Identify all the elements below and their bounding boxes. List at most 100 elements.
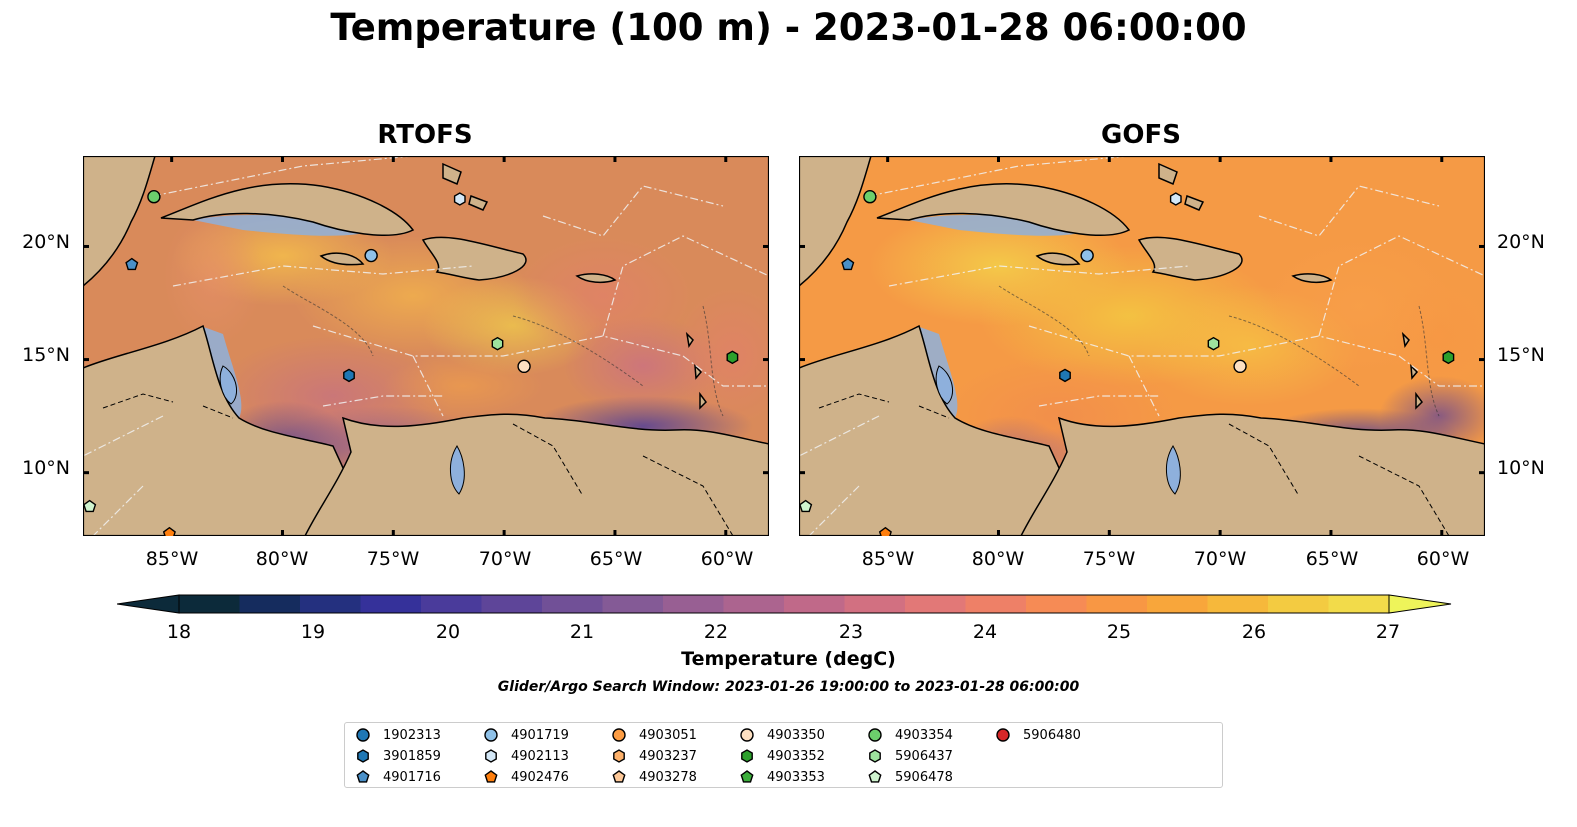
- lon-tick-label: 60°W: [1416, 548, 1470, 570]
- colorbar-segment: [663, 595, 724, 613]
- legend-marker-1902313: [356, 728, 370, 742]
- colorbar-segment: [542, 595, 603, 613]
- legend-marker-4903278: [612, 770, 626, 783]
- land-bahamas: [1158, 162, 1205, 211]
- lon-tick-label: 70°W: [1193, 548, 1247, 570]
- lat-tick-label: 15°N: [1497, 344, 1545, 366]
- border-line: [1228, 423, 1300, 497]
- float-marker-4901719: [1080, 248, 1094, 263]
- lon-tick-label: 75°W: [366, 548, 420, 570]
- legend-marker-hexagon-icon: [613, 749, 625, 763]
- legend-label: 4903353: [767, 769, 825, 785]
- land-puertorico: [1291, 273, 1333, 284]
- isobath-line: [998, 285, 1090, 357]
- legend-entry: 5906478: [865, 767, 953, 787]
- legend-marker-pentagon-icon: [740, 770, 754, 783]
- land-yucatan: [83, 156, 156, 287]
- legend-entry: 4902476: [481, 767, 569, 787]
- legend-marker-hexagon-icon: [357, 749, 369, 763]
- colorbar-frame: [178, 594, 1390, 614]
- land-southAmerica: [1020, 413, 1485, 536]
- temperature-field-patch: [1379, 276, 1485, 396]
- legend-label: 4903350: [767, 727, 825, 743]
- panel-title-gofs: GOFS: [1101, 120, 1181, 150]
- land-bahamas: [442, 162, 489, 211]
- legend-marker-circle-icon: [868, 728, 882, 742]
- colorbar-segment: [360, 595, 422, 613]
- isobath-line: [282, 285, 374, 357]
- map-panel-rtofs: [83, 156, 769, 536]
- map-panel-gofs: [799, 156, 1485, 536]
- colorbar-segment: [905, 595, 966, 613]
- colorbar-segment: [421, 595, 482, 613]
- lat-tick-label: 15°N: [22, 344, 70, 366]
- legend-marker-5906478: [868, 770, 882, 783]
- lon-tick-label: 80°W: [255, 548, 309, 570]
- land-jamaica: [319, 252, 365, 266]
- eez-boundary: [1028, 325, 1400, 357]
- isobath-line: [1228, 315, 1360, 387]
- panel-title-rtofs: RTOFS: [377, 120, 473, 150]
- legend-marker-circle-icon: [484, 728, 498, 742]
- legend-entry: 4901716: [353, 767, 441, 787]
- legend-label: 4903051: [639, 727, 697, 743]
- lon-tick-label: 65°W: [1305, 548, 1359, 570]
- lat-tick-label: 10°N: [22, 457, 70, 479]
- eez-boundary: [808, 485, 860, 536]
- land-cuba: [160, 183, 415, 236]
- cuba-shelf: [909, 214, 1099, 236]
- eez-boundary: [888, 265, 1190, 287]
- colorbar-segment: [1086, 595, 1148, 613]
- legend-label: 4903278: [639, 769, 697, 785]
- lat-tick-label: 10°N: [1497, 457, 1545, 479]
- colorbar-segment: [1328, 595, 1390, 613]
- land-antilles: [685, 331, 707, 410]
- colorbar-segment: [723, 595, 785, 613]
- float-marker-3901859: [1059, 368, 1071, 383]
- legend-label: 4901719: [511, 727, 569, 743]
- colorbar-segment: [1147, 595, 1208, 613]
- legend-label: 4901716: [383, 769, 441, 785]
- legend-label: 4903237: [639, 748, 697, 764]
- legend-entry: 4903353: [737, 767, 825, 787]
- border-line: [202, 405, 234, 419]
- land-southAmerica: [304, 413, 769, 536]
- eez-boundary: [682, 355, 769, 387]
- legend-marker-3901859: [357, 749, 369, 763]
- colorbar-segment: [1026, 595, 1087, 613]
- eez-boundary: [868, 156, 1130, 197]
- map-frame: [83, 156, 769, 536]
- colorbar-tick-label: 18: [166, 621, 192, 643]
- colorbar-over-extend: [1388, 594, 1452, 614]
- legend-label: 5906437: [895, 748, 953, 764]
- colorbar-segment: [844, 595, 906, 613]
- colorbar-segment: [965, 595, 1027, 613]
- lake-maracaibo: [450, 445, 465, 495]
- lat-tick-label: 20°N: [1497, 231, 1545, 253]
- legend-entry: 4902113: [481, 746, 569, 766]
- lon-tick-label: 85°W: [861, 548, 915, 570]
- legend-entry: 5906437: [865, 746, 953, 766]
- colorbar-tick-label: 24: [972, 621, 998, 643]
- legend-entry: 4901719: [481, 725, 569, 745]
- lat-tick-label: 20°N: [22, 231, 70, 253]
- eez-boundary: [1318, 235, 1485, 337]
- float-marker-4903354: [863, 190, 877, 204]
- legend-entry: 1902313: [353, 725, 441, 745]
- float-marker-4902113: [453, 192, 466, 206]
- legend-marker-4901716: [356, 770, 370, 783]
- legend-label: 3901859: [383, 748, 441, 764]
- border-line: [1358, 455, 1450, 536]
- colorbar-segment: [481, 595, 543, 613]
- lon-tick-label: 75°W: [1082, 548, 1136, 570]
- legend-entry: 3901859: [353, 746, 441, 766]
- legend-label: 4902476: [511, 769, 569, 785]
- float-marker-5906437: [491, 336, 504, 351]
- colorbar-segment: [179, 595, 240, 613]
- legend-marker-hexagon-icon: [869, 749, 881, 763]
- legend-label: 5906480: [1023, 727, 1081, 743]
- float-marker-4901719: [364, 248, 378, 263]
- legend-marker-pentagon-icon: [356, 770, 370, 783]
- temperature-field-patch: [383, 356, 543, 416]
- temperature-field-patch: [673, 286, 769, 426]
